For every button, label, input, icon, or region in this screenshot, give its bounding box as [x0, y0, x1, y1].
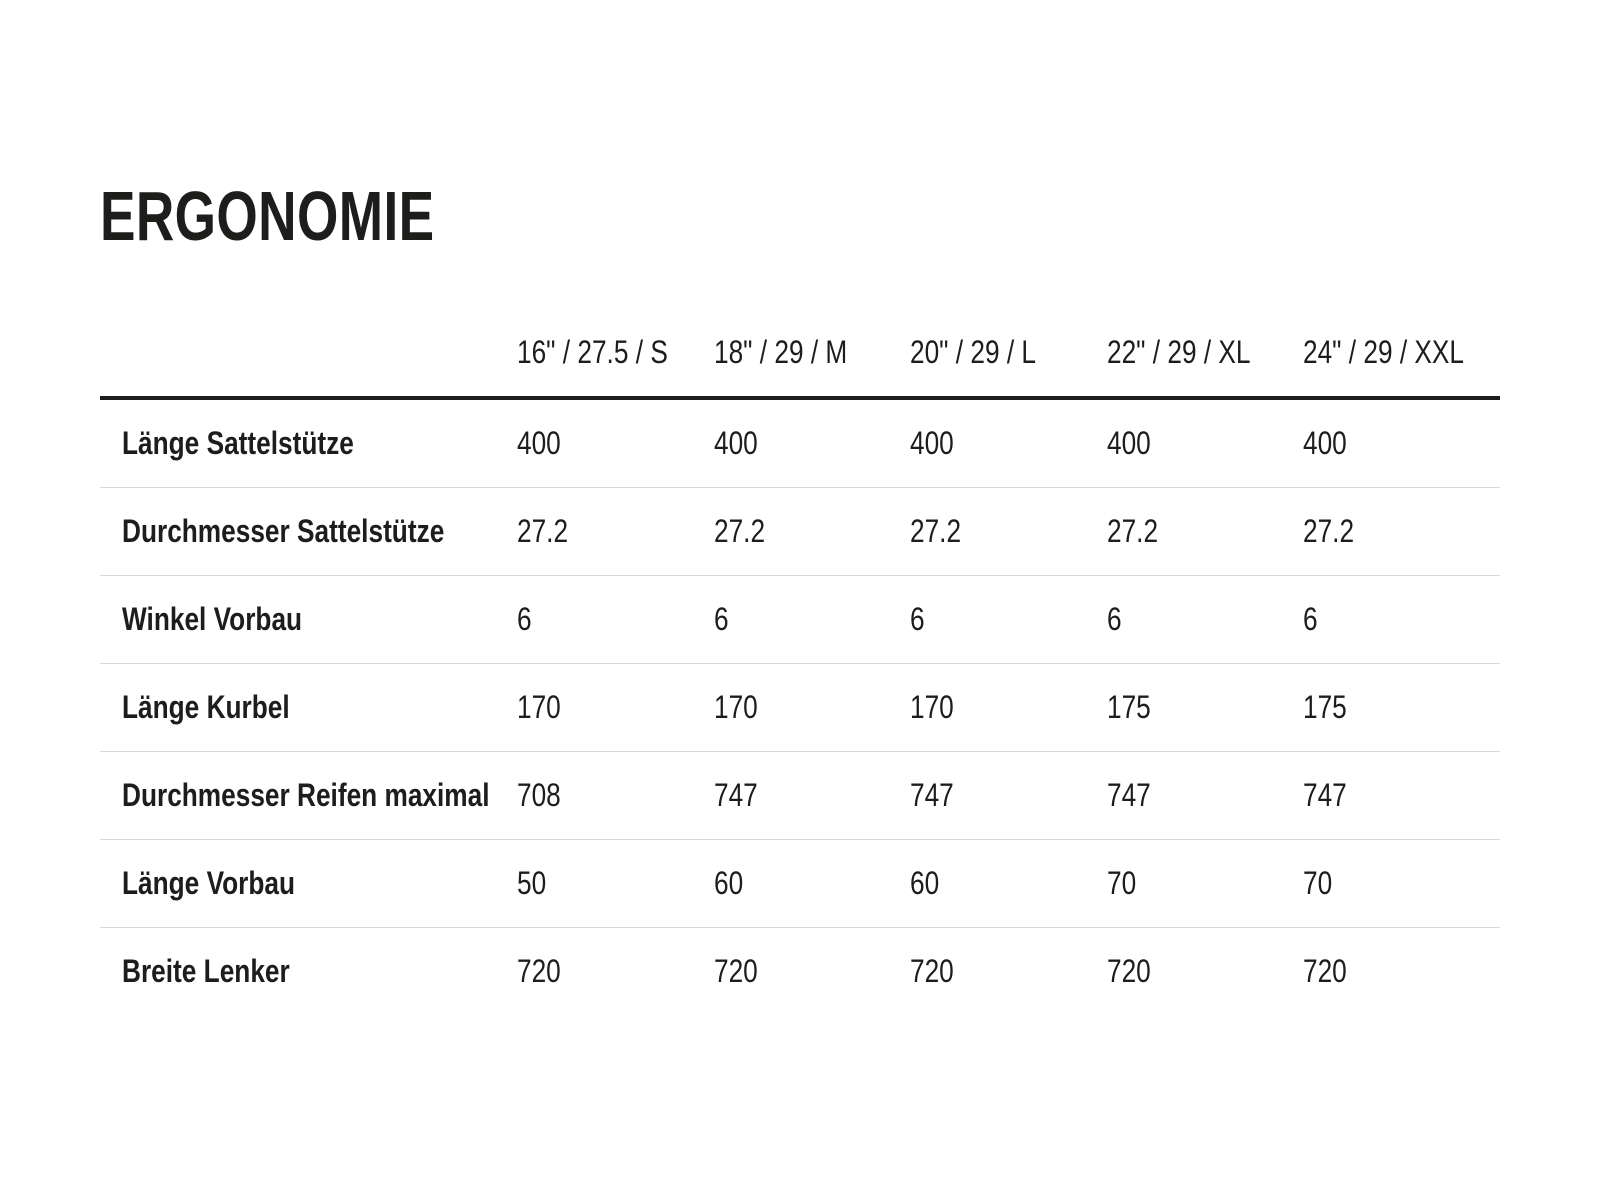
- row-label: Länge Kurbel: [100, 663, 517, 752]
- header-corner-cell: [100, 308, 517, 400]
- spec-cell: 60: [713, 839, 911, 928]
- row-label-text: Länge Kurbel: [122, 689, 290, 725]
- row-label: Länge Vorbau: [100, 839, 517, 928]
- spec-cell: 747: [910, 751, 1107, 840]
- spec-cell: 50: [517, 839, 714, 928]
- row-durchmesser-reifen-maximal: Durchmesser Reifen maximal 708 747 747 7…: [100, 751, 1500, 840]
- spec-cell: 400: [1106, 398, 1304, 488]
- spec-cell: 27.2: [517, 487, 714, 576]
- spec-cell: 400: [517, 398, 714, 488]
- header-size-l-label: 20" / 29 / L: [910, 333, 1037, 370]
- spec-cell: 6: [910, 575, 1107, 664]
- page-title-text: ERGONOMIE: [100, 177, 435, 255]
- spec-cell: 6: [517, 575, 714, 664]
- row-winkel-vorbau: Winkel Vorbau 6 6 6 6 6: [100, 575, 1500, 664]
- row-label-text: Breite Lenker: [122, 953, 290, 989]
- spec-cell: 6: [1106, 575, 1304, 664]
- table-header-row: 16" / 27.5 / S 18" / 29 / M 20" / 29 / L…: [100, 308, 1500, 400]
- spec-cell: 70: [1106, 839, 1304, 928]
- spec-cell: 175: [1303, 663, 1500, 752]
- spec-cell: 170: [517, 663, 714, 752]
- spec-cell: 747: [1303, 751, 1500, 840]
- spec-cell: 400: [910, 398, 1107, 488]
- row-label-text: Länge Sattelstütze: [122, 425, 354, 461]
- spec-cell: 170: [910, 663, 1107, 752]
- row-label: Breite Lenker: [100, 928, 517, 1016]
- spec-cell: 708: [517, 751, 714, 840]
- row-breite-lenker: Breite Lenker 720 720 720 720 720: [100, 928, 1500, 1016]
- header-size-s: 16" / 27.5 / S: [517, 308, 714, 400]
- spec-cell: 60: [910, 839, 1107, 928]
- header-size-xl-label: 22" / 29 / XL: [1106, 333, 1251, 370]
- spec-cell: 400: [713, 398, 911, 488]
- header-size-s-label: 16" / 27.5 / S: [517, 333, 668, 370]
- header-size-xxl: 24" / 29 / XXL: [1303, 308, 1500, 400]
- spec-cell: 720: [1303, 953, 1348, 989]
- header-size-xl: 22" / 29 / XL: [1106, 308, 1304, 400]
- table-body: Länge Sattelstütze 400 400 400 400 400 D…: [100, 398, 1500, 1015]
- spec-cell: 27.2: [910, 487, 1107, 576]
- header-size-l: 20" / 29 / L: [910, 308, 1107, 400]
- row-laenge-vorbau: Länge Vorbau 50 60 60 70 70: [100, 839, 1500, 928]
- spec-cell: 27.2: [1106, 487, 1304, 576]
- spec-cell: 175: [1106, 663, 1304, 752]
- spec-cell: 720: [517, 953, 561, 989]
- spec-cell: 747: [713, 751, 911, 840]
- spec-cell: 27.2: [713, 487, 911, 576]
- row-label: Durchmesser Sattelstütze: [100, 487, 517, 576]
- ergonomics-section: ERGONOMIE 16" / 27.5 / S 18" / 29 / M 20…: [100, 0, 1500, 1015]
- page-title: ERGONOMIE: [100, 0, 1500, 252]
- row-label-text: Durchmesser Reifen maximal: [122, 777, 490, 813]
- row-laenge-sattelstuetze: Länge Sattelstütze 400 400 400 400 400: [100, 398, 1500, 488]
- spec-cell: 6: [1303, 575, 1500, 664]
- spec-cell: 6: [713, 575, 911, 664]
- table-header: 16" / 27.5 / S 18" / 29 / M 20" / 29 / L…: [100, 308, 1500, 400]
- spec-cell: 27.2: [1303, 487, 1500, 576]
- row-label: Durchmesser Reifen maximal: [100, 751, 517, 840]
- row-label-text: Länge Vorbau: [122, 865, 296, 901]
- row-label: Länge Sattelstütze: [100, 398, 517, 488]
- row-durchmesser-sattelstuetze: Durchmesser Sattelstütze 27.2 27.2 27.2 …: [100, 487, 1500, 576]
- spec-cell: 400: [1303, 398, 1500, 488]
- header-size-xxl-label: 24" / 29 / XXL: [1303, 333, 1465, 370]
- row-laenge-kurbel: Länge Kurbel 170 170 170 175 175: [100, 663, 1500, 752]
- spec-cell: 720: [910, 953, 954, 989]
- spec-cell: 70: [1303, 839, 1500, 928]
- row-label-text: Durchmesser Sattelstütze: [122, 513, 445, 549]
- ergonomics-table: 16" / 27.5 / S 18" / 29 / M 20" / 29 / L…: [100, 308, 1500, 1015]
- header-size-m: 18" / 29 / M: [713, 308, 911, 400]
- row-label-text: Winkel Vorbau: [122, 601, 303, 637]
- header-size-m-label: 18" / 29 / M: [713, 333, 847, 370]
- spec-cell: 747: [1106, 751, 1304, 840]
- spec-cell: 720: [713, 953, 758, 989]
- spec-cell: 170: [713, 663, 911, 752]
- spec-cell: 720: [1106, 953, 1151, 989]
- row-label: Winkel Vorbau: [100, 575, 517, 664]
